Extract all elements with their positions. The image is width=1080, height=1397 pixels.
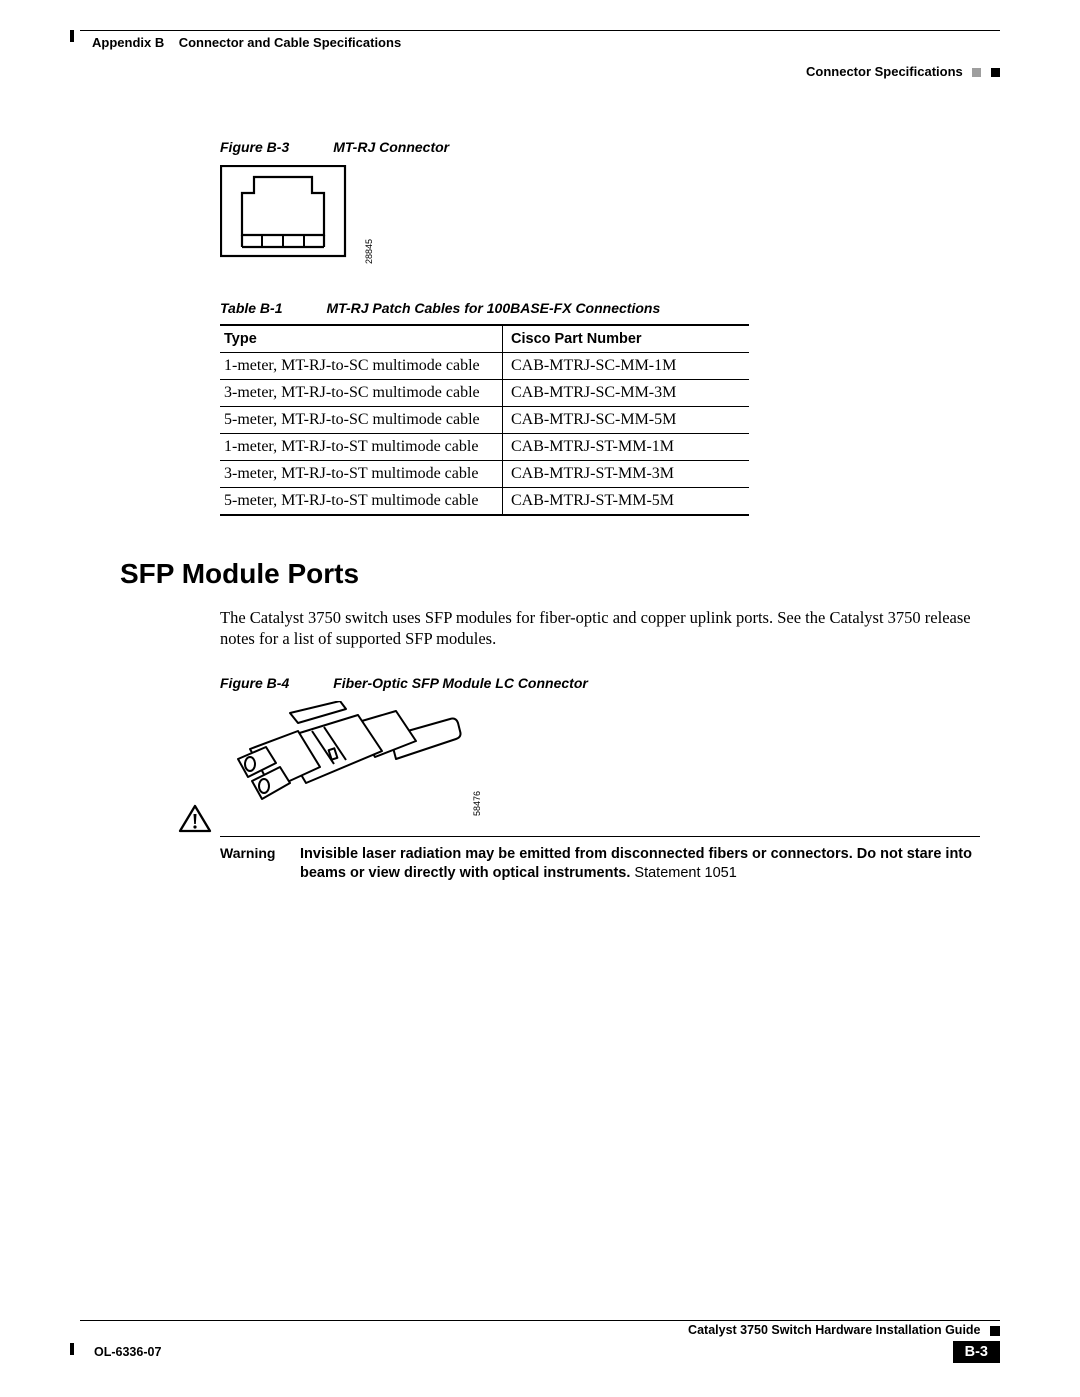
header-section: Connector Specifications: [80, 64, 1000, 79]
header-square-black: [991, 68, 1000, 77]
footer-doc-number: OL-6336-07: [80, 1345, 161, 1359]
figure-b4-caption: Figure B-4 Fiber-Optic SFP Module LC Conn…: [220, 675, 1000, 691]
mtrj-connector-svg: [220, 165, 360, 259]
section-body: The Catalyst 3750 switch uses SFP module…: [220, 607, 980, 649]
warning-label: Warning: [220, 845, 300, 884]
crop-mark-top: [70, 30, 74, 42]
table-b1-caption: Table B-1 MT-RJ Patch Cables for 100BASE-…: [220, 300, 1000, 316]
warning-text: Invisible laser radiation may be emitted…: [300, 845, 980, 884]
page-number: B-3: [953, 1341, 1000, 1363]
table-row: 1-meter, MT-RJ-to-ST multimode cableCAB-…: [220, 434, 749, 461]
cell-type: 1-meter, MT-RJ-to-SC multimode cable: [220, 353, 503, 380]
figure-b3-title: MT-RJ Connector: [333, 139, 449, 155]
cell-type: 5-meter, MT-RJ-to-ST multimode cable: [220, 488, 503, 516]
table-b1-title: MT-RJ Patch Cables for 100BASE-FX Connec…: [327, 300, 661, 316]
cell-part: CAB-MTRJ-ST-MM-3M: [503, 461, 750, 488]
cell-part: CAB-MTRJ-ST-MM-1M: [503, 434, 750, 461]
figure-b3-caption: Figure B-3 MT-RJ Connector: [220, 139, 1000, 155]
cell-type: 1-meter, MT-RJ-to-ST multimode cable: [220, 434, 503, 461]
cell-type: 3-meter, MT-RJ-to-ST multimode cable: [220, 461, 503, 488]
warning-tail: Statement 1051: [630, 865, 736, 881]
appendix-label: Appendix B: [92, 35, 164, 50]
table-header-row: Type Cisco Part Number: [220, 325, 749, 353]
cell-part: CAB-MTRJ-ST-MM-5M: [503, 488, 750, 516]
table-b1: Type Cisco Part Number 1-meter, MT-RJ-to…: [220, 324, 749, 516]
figure-b3-id: 28845: [364, 239, 374, 264]
page-footer: Catalyst 3750 Switch Hardware Installati…: [80, 1320, 1000, 1363]
header-appendix: Appendix B Connector and Cable Specifica…: [80, 35, 1000, 50]
chapter-title: Connector and Cable Specifications: [179, 35, 402, 50]
header-square-grey: [972, 68, 981, 77]
cell-part: CAB-MTRJ-SC-MM-1M: [503, 353, 750, 380]
figure-b4-id: 58476: [472, 791, 482, 816]
figure-b3-image: 28845: [220, 165, 1000, 264]
warning-icon: [178, 804, 212, 834]
footer-guide: Catalyst 3750 Switch Hardware Installati…: [688, 1323, 980, 1337]
cell-type: 3-meter, MT-RJ-to-SC multimode cable: [220, 380, 503, 407]
cell-part: CAB-MTRJ-SC-MM-3M: [503, 380, 750, 407]
figure-b4-num: Figure B-4: [220, 675, 289, 691]
warning-block: Warning Invisible laser radiation may be…: [170, 836, 980, 884]
footer-guide-title: Catalyst 3750 Switch Hardware Installati…: [80, 1323, 1000, 1337]
section-heading: SFP Module Ports: [120, 558, 1000, 590]
table-row: 3-meter, MT-RJ-to-ST multimode cableCAB-…: [220, 461, 749, 488]
figure-b4-title: Fiber-Optic SFP Module LC Connector: [333, 675, 588, 691]
crop-mark-bottom: [70, 1343, 74, 1355]
col-type-header: Type: [220, 325, 503, 353]
lc-connector-svg: [220, 701, 480, 811]
figure-b4-image: 58476: [220, 701, 1000, 816]
cell-part: CAB-MTRJ-SC-MM-5M: [503, 407, 750, 434]
table-row: 3-meter, MT-RJ-to-SC multimode cableCAB-…: [220, 380, 749, 407]
col-part-header: Cisco Part Number: [503, 325, 750, 353]
table-row: 1-meter, MT-RJ-to-SC multimode cableCAB-…: [220, 353, 749, 380]
table-row: 5-meter, MT-RJ-to-ST multimode cableCAB-…: [220, 488, 749, 516]
cell-type: 5-meter, MT-RJ-to-SC multimode cable: [220, 407, 503, 434]
table-b1-num: Table B-1: [220, 300, 283, 316]
section-title: Connector Specifications: [806, 64, 963, 79]
footer-square: [990, 1326, 1000, 1336]
page-content: Appendix B Connector and Cable Specifica…: [80, 30, 1000, 884]
table-row: 5-meter, MT-RJ-to-SC multimode cableCAB-…: [220, 407, 749, 434]
figure-b3-num: Figure B-3: [220, 139, 289, 155]
